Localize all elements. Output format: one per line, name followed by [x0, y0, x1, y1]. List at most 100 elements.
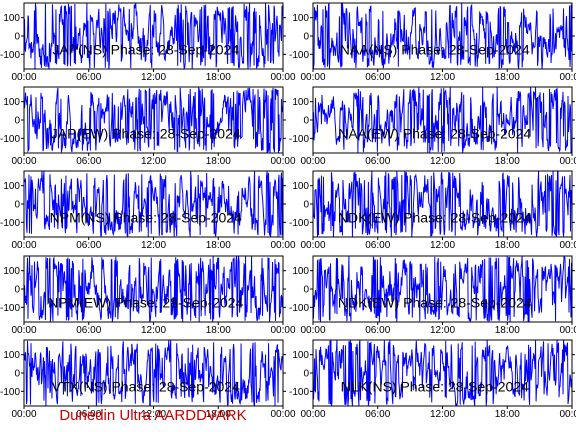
- x-tick-label: 06:00: [76, 72, 101, 83]
- x-tick-label: 00:00: [300, 156, 325, 167]
- x-tick-label: 18:00: [206, 409, 231, 420]
- x-tick-label: 18:00: [206, 240, 231, 251]
- y-tick-label: -100: [0, 303, 20, 314]
- panel-8: 100 0 -100 00:00 06:00 12:00 18:00 00:00 NDK(EW)…: [289, 255, 576, 336]
- phase-trace-line: [24, 171, 283, 237]
- x-tick-label: 18:00: [495, 409, 520, 420]
- x-tick-label: 06:00: [365, 72, 390, 83]
- panel-frame: [312, 2, 573, 70]
- x-tick-label: 00:00: [270, 409, 295, 420]
- panel-9: 100 0 -100 00:00 06:00 12:00 18:00 00:00 VTX(NS)…: [0, 339, 296, 420]
- x-tick-label: 00:00: [559, 156, 576, 167]
- y-tick-label: 0: [14, 285, 20, 296]
- x-tick-label: 00:00: [11, 156, 36, 167]
- y-tick-label: 0: [14, 116, 20, 127]
- x-tick-label: 12:00: [141, 409, 166, 420]
- y-tick-label: 0: [14, 200, 20, 211]
- y-tick-label: 0: [303, 285, 309, 296]
- footer-label: Dunedin Ultra AARDDVARK: [59, 407, 246, 424]
- x-tick-label: 06:00: [365, 325, 390, 336]
- x-tick-label: 00:00: [270, 325, 295, 336]
- panel-10: 100 0 -100 00:00 06:00 12:00 18:00 00:00 NLK(NS)…: [289, 339, 576, 420]
- x-tick-label: 00:00: [270, 72, 295, 83]
- phase-trace-line: [24, 256, 283, 322]
- y-tick-label: 0: [303, 200, 309, 211]
- x-tick-label: 06:00: [76, 325, 101, 336]
- x-tick-label: 00:00: [559, 325, 576, 336]
- x-tick-label: 00:00: [11, 240, 36, 251]
- x-tick-label: 00:00: [559, 240, 576, 251]
- panel-4: 100 0 -100 00:00 06:00 12:00 18:00 00:00 NAA(EW)…: [289, 86, 576, 167]
- x-tick-label: 06:00: [365, 240, 390, 251]
- panel-title: NDK(EW) Phase: 28-Sep-2024: [338, 209, 532, 225]
- x-tick-label: 00:00: [11, 409, 36, 420]
- x-tick-label: 00:00: [270, 156, 295, 167]
- x-tick-label: 12:00: [430, 240, 455, 251]
- panel-title: NDK(EW) Phase: 28-Sep-2024: [338, 294, 532, 310]
- phase-trace-line: [313, 256, 572, 322]
- phase-trace-line: [24, 340, 283, 406]
- x-tick-label: 00:00: [559, 409, 576, 420]
- y-tick-label: 0: [14, 369, 20, 380]
- y-tick-label: -100: [289, 218, 309, 229]
- panel-title: NPM(EW) Phase: 28-Sep-2024: [48, 294, 244, 310]
- x-tick-label: 00:00: [300, 325, 325, 336]
- panel-title: JAP(NS) Phase: 28-Sep-2024: [52, 41, 239, 57]
- x-tick-label: 12:00: [141, 325, 166, 336]
- x-tick-label: 18:00: [495, 156, 520, 167]
- x-tick-label: 06:00: [365, 409, 390, 420]
- x-tick-label: 12:00: [430, 325, 455, 336]
- x-tick-label: 12:00: [430, 72, 455, 83]
- panel-7: 100 0 -100 00:00 06:00 12:00 18:00 00:00 NPM(EW)…: [0, 255, 296, 336]
- phase-trace-line: [313, 171, 572, 237]
- panel-title: NAA(NS) Phase: 28-Sep-2024: [340, 41, 530, 57]
- panel-title: NLK(NS) Phase: 28-Sep-2024: [341, 378, 530, 394]
- y-tick-label: 100: [3, 266, 20, 277]
- panel-3: 100 0 -100 00:00 06:00 12:00 18:00 00:00 JAP(EW)…: [0, 86, 296, 167]
- y-tick-label: -100: [289, 303, 309, 314]
- panel-5: 100 0 -100 00:00 06:00 12:00 18:00 00:00 NPM(NS)…: [0, 170, 296, 251]
- x-tick-label: 06:00: [76, 156, 101, 167]
- y-tick-label: 100: [3, 13, 20, 24]
- panel-6: 100 0 -100 00:00 06:00 12:00 18:00 00:00 NDK(EW)…: [289, 170, 576, 251]
- x-tick-label: 18:00: [495, 72, 520, 83]
- x-tick-label: 12:00: [141, 72, 166, 83]
- panels-group: 100 0 -100 00:00 06:00 12:00 18:00 00:00 JAP(NS)…: [0, 2, 576, 420]
- y-tick-label: 100: [3, 350, 20, 361]
- x-tick-label: 12:00: [430, 156, 455, 167]
- x-tick-label: 06:00: [76, 409, 101, 420]
- y-tick-label: 0: [14, 32, 20, 43]
- panel-title: NPM(NS) Phase: 28-Sep-2024: [50, 209, 242, 225]
- x-tick-label: 06:00: [365, 156, 390, 167]
- x-tick-label: 00:00: [300, 72, 325, 83]
- phase-trace-line: [313, 340, 572, 406]
- panel-1: 100 0 -100 00:00 06:00 12:00 18:00 00:00 JAP(NS)…: [0, 2, 296, 83]
- x-tick-label: 12:00: [141, 240, 166, 251]
- panel-title: JAP(EW) Phase: 28-Sep-2024: [51, 125, 241, 141]
- y-tick-label: 0: [303, 369, 309, 380]
- phase-trace-line: [313, 87, 572, 153]
- x-tick-label: 00:00: [11, 325, 36, 336]
- x-tick-label: 00:00: [300, 409, 325, 420]
- phase-trace-line: [24, 3, 283, 69]
- y-tick-label: 100: [292, 181, 309, 192]
- y-tick-label: 0: [303, 116, 309, 127]
- x-tick-label: 00:00: [559, 72, 576, 83]
- x-tick-label: 18:00: [206, 156, 231, 167]
- panel-title: NAA(EW) Phase: 28-Sep-2024: [338, 125, 531, 141]
- x-tick-label: 00:00: [300, 240, 325, 251]
- x-tick-label: 12:00: [141, 156, 166, 167]
- y-tick-label: 100: [3, 97, 20, 108]
- y-tick-label: -100: [0, 134, 20, 145]
- panel-2: 100 0 -100 00:00 06:00 12:00 18:00 00:00 NAA(NS)…: [289, 2, 576, 83]
- x-tick-label: 18:00: [206, 325, 231, 336]
- panel-title: VTX(NS) Phase: 28-Sep-2024: [52, 378, 241, 394]
- y-tick-label: 100: [292, 13, 309, 24]
- x-tick-label: 18:00: [206, 72, 231, 83]
- x-tick-label: 00:00: [270, 240, 295, 251]
- x-tick-label: 12:00: [430, 409, 455, 420]
- y-tick-label: -100: [289, 134, 309, 145]
- y-tick-label: 100: [292, 97, 309, 108]
- y-tick-label: 100: [292, 266, 309, 277]
